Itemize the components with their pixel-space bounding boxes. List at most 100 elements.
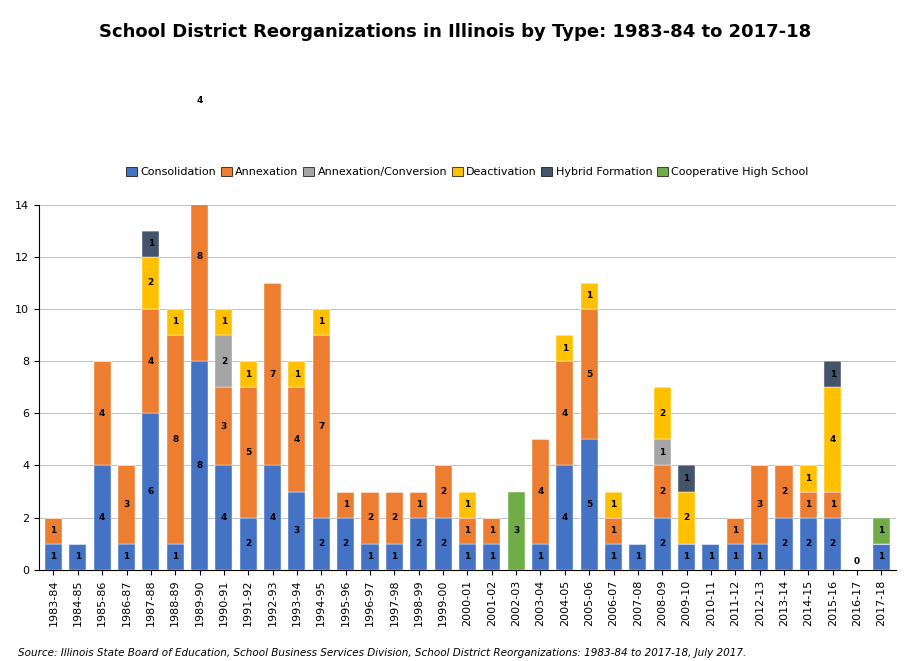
Bar [410,518,427,570]
Text: 1: 1 [220,317,227,327]
Text: 7: 7 [318,422,324,431]
Text: 1: 1 [75,553,81,561]
Text: 5: 5 [245,448,251,457]
Text: 4: 4 [148,357,154,366]
Text: 5: 5 [586,500,592,509]
Bar [727,544,743,570]
Text: 3: 3 [513,526,519,535]
Bar [167,309,184,335]
Bar [605,544,622,570]
Bar [191,48,208,153]
Text: 8: 8 [197,253,202,261]
Bar [459,544,476,570]
Bar [800,518,817,570]
Bar [483,544,500,570]
Text: 8: 8 [197,461,202,470]
Text: 1: 1 [50,553,56,561]
Bar [215,465,232,570]
Bar [557,335,573,361]
Bar [362,492,379,544]
Bar [751,465,768,544]
Bar [264,465,281,570]
Bar [824,518,841,570]
Bar [240,361,257,387]
Text: 1: 1 [586,292,592,300]
Bar [800,492,817,518]
Text: 1: 1 [805,474,812,483]
Text: 2: 2 [659,539,665,548]
Text: 2: 2 [683,513,690,522]
Bar [678,492,695,544]
Bar [142,413,159,570]
Bar [312,335,330,518]
Bar [654,465,670,518]
Text: 4: 4 [99,408,106,418]
Text: 4: 4 [197,96,203,104]
Bar [532,440,549,544]
Text: Source: Illinois State Board of Education, School Business Services Division, Sc: Source: Illinois State Board of Educatio… [18,648,746,658]
Bar [289,492,305,570]
Bar [118,465,135,544]
Text: 1: 1 [878,553,885,561]
Bar [362,544,379,570]
Bar [580,309,598,440]
Text: 2: 2 [781,487,787,496]
Text: 1: 1 [610,526,617,535]
Bar [678,544,695,570]
Bar [289,361,305,387]
Bar [751,544,768,570]
Text: 2: 2 [220,357,227,366]
Text: 1: 1 [610,500,617,509]
Bar [824,361,841,387]
Text: 1: 1 [465,553,471,561]
Text: 1: 1 [318,317,324,327]
Text: 1: 1 [415,500,422,509]
Bar [142,309,159,413]
Bar [435,465,452,518]
Bar [483,518,500,544]
Text: 4: 4 [220,513,227,522]
Text: 1: 1 [294,369,300,379]
Text: 1: 1 [805,500,812,509]
Text: 1: 1 [123,553,129,561]
Text: 1: 1 [367,553,374,561]
Text: 4: 4 [99,513,106,522]
Text: 2: 2 [391,513,397,522]
Bar [118,544,135,570]
Text: 4: 4 [270,513,276,522]
Text: 1: 1 [830,369,835,379]
Text: 1: 1 [465,526,471,535]
Bar [240,387,257,518]
Text: 2: 2 [245,539,251,548]
Text: 1: 1 [732,526,739,535]
Bar [312,309,330,335]
Bar [605,492,622,518]
Text: 8: 8 [172,435,179,444]
Text: 1: 1 [488,553,495,561]
Text: 0: 0 [854,557,860,566]
Bar [410,492,427,518]
Bar [215,335,232,387]
Bar [386,492,403,544]
Bar [191,153,208,361]
Text: 1: 1 [148,239,154,249]
Text: 1: 1 [465,500,471,509]
Bar [215,309,232,335]
Text: 1: 1 [391,553,397,561]
Bar [240,518,257,570]
Bar [459,518,476,544]
Bar [630,544,647,570]
Bar [654,518,670,570]
Text: 3: 3 [756,500,763,509]
Text: 2: 2 [318,539,324,548]
Text: 2: 2 [659,487,665,496]
Bar [824,492,841,518]
Bar [142,231,159,256]
Text: 2: 2 [830,539,835,548]
Text: 1: 1 [830,500,835,509]
Text: 7: 7 [270,369,276,379]
Text: 4: 4 [830,435,836,444]
Text: 4: 4 [562,408,568,418]
Text: 1: 1 [343,500,349,509]
Bar [702,544,720,570]
